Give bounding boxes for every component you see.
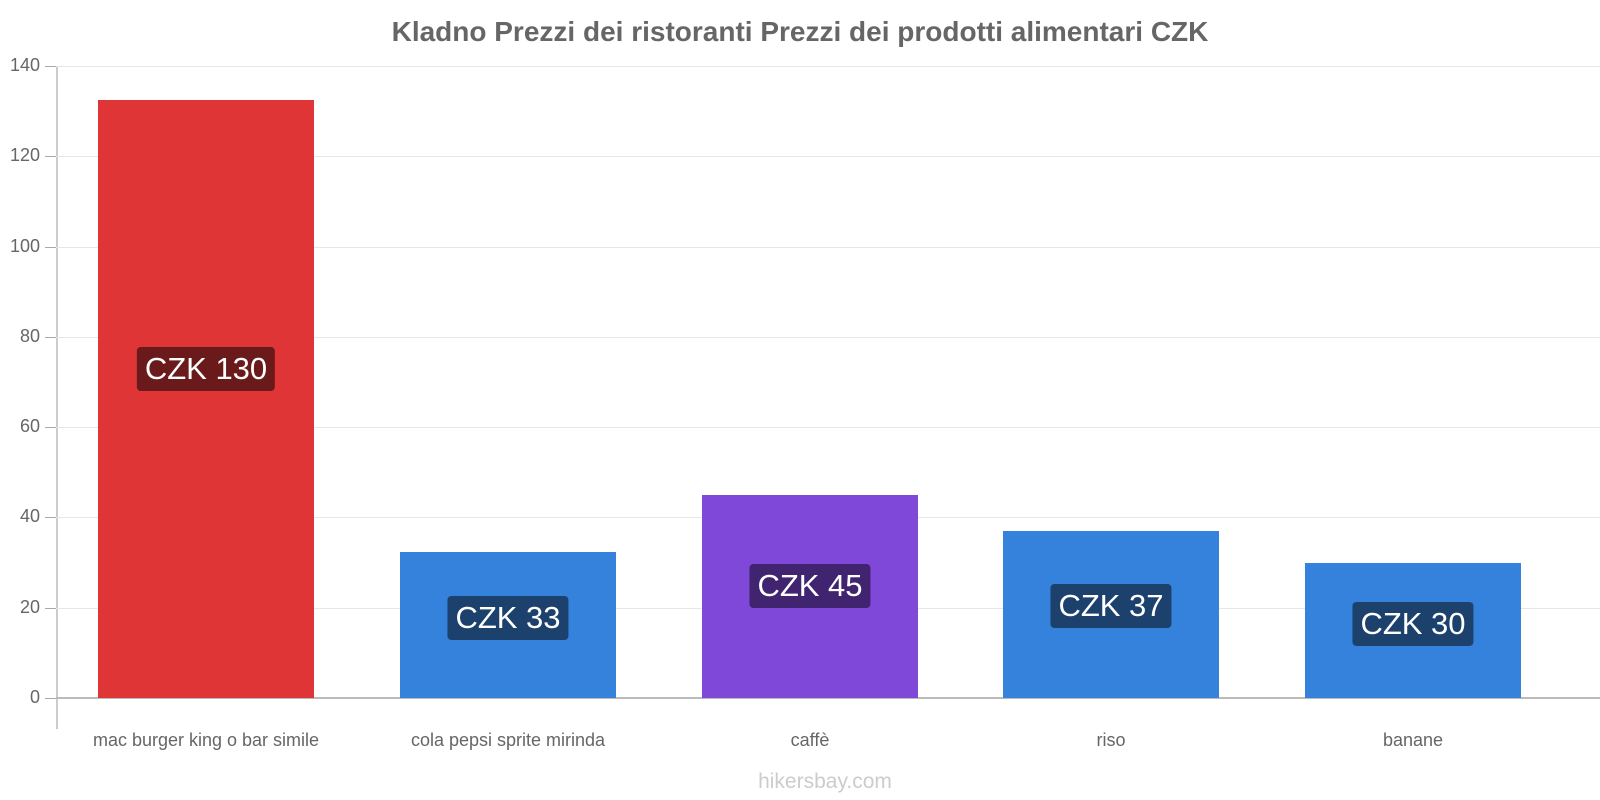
data-label: CZK 37 (1050, 584, 1172, 629)
x-tick-label: banane (1382, 730, 1444, 750)
y-tick-label: 20 (19, 596, 40, 617)
x-axis (56, 697, 1600, 699)
data-label: CZK 33 (447, 595, 569, 640)
x-tick-label: mac burger king o bar simile (92, 730, 320, 750)
gridline (56, 156, 1600, 158)
x-tick-label: riso (1096, 730, 1126, 750)
bar[interactable] (98, 99, 314, 698)
y-tick-label: 60 (19, 416, 40, 437)
chart-title: Kladno Prezzi dei ristoranti Prezzi dei … (391, 16, 1209, 47)
y-tick-mark (45, 517, 56, 519)
y-axis (56, 66, 58, 729)
y-tick-label: 100 (9, 235, 40, 256)
y-tick-label: 140 (9, 55, 40, 75)
y-tick-label: 120 (9, 145, 40, 166)
y-tick-mark (45, 246, 56, 248)
y-tick-label: 40 (19, 506, 40, 527)
gridline (56, 246, 1600, 248)
y-tick-label: 80 (19, 325, 40, 346)
y-tick-mark (45, 607, 56, 609)
y-tick-mark (45, 698, 56, 699)
x-tick-label: cola pepsi sprite mirinda (410, 730, 606, 750)
y-tick-mark (45, 156, 56, 158)
data-label: CZK 130 (136, 347, 276, 392)
y-tick-mark (45, 336, 56, 338)
x-tick-label: caffè (790, 730, 830, 750)
gridline (56, 66, 1600, 67)
y-tick-label: 0 (29, 687, 40, 707)
data-label: CZK 45 (749, 564, 871, 609)
y-tick-mark (45, 66, 56, 67)
watermark: hikersbay.com (758, 770, 892, 793)
gridline (56, 427, 1600, 429)
y-tick-mark (45, 427, 56, 429)
data-label: CZK 30 (1352, 601, 1474, 646)
gridline (56, 336, 1600, 338)
